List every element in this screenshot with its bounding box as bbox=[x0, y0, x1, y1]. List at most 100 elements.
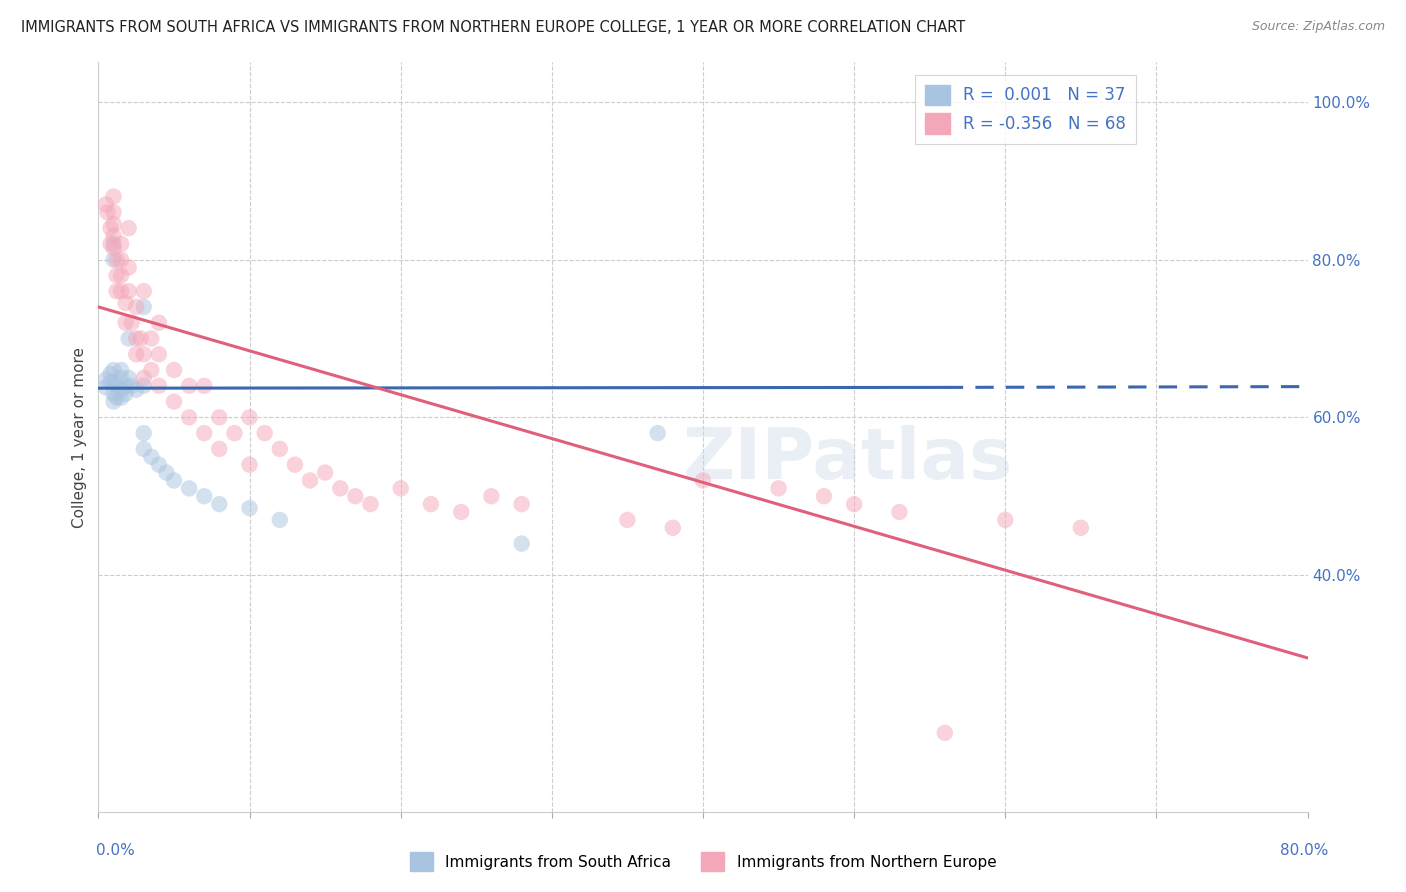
Point bbox=[163, 363, 186, 377]
Point bbox=[114, 379, 136, 393]
Point bbox=[110, 236, 132, 251]
Point bbox=[110, 284, 132, 298]
Point bbox=[269, 442, 291, 456]
Point bbox=[994, 513, 1017, 527]
Point bbox=[193, 379, 215, 393]
Point bbox=[103, 375, 125, 389]
Point bbox=[118, 221, 141, 235]
Point bbox=[114, 296, 136, 310]
Point bbox=[239, 410, 262, 425]
Text: IMMIGRANTS FROM SOUTH AFRICA VS IMMIGRANTS FROM NORTHERN EUROPE COLLEGE, 1 YEAR : IMMIGRANTS FROM SOUTH AFRICA VS IMMIGRAN… bbox=[21, 20, 966, 35]
Point bbox=[148, 379, 170, 393]
Text: 0.0%: 0.0% bbox=[96, 843, 135, 857]
Point bbox=[889, 505, 911, 519]
Point bbox=[103, 236, 125, 251]
Point bbox=[193, 489, 215, 503]
Point bbox=[103, 229, 125, 244]
Point bbox=[132, 300, 155, 314]
Point bbox=[103, 217, 125, 231]
Point bbox=[100, 221, 122, 235]
Point bbox=[105, 379, 128, 393]
Point bbox=[105, 284, 128, 298]
Point bbox=[105, 252, 128, 267]
Point bbox=[148, 347, 170, 361]
Point bbox=[132, 442, 155, 456]
Point bbox=[155, 466, 177, 480]
Point bbox=[94, 380, 117, 394]
Point bbox=[125, 300, 148, 314]
Point bbox=[284, 458, 307, 472]
Point bbox=[616, 513, 638, 527]
Point bbox=[934, 726, 956, 740]
Point bbox=[110, 383, 132, 397]
Point bbox=[132, 379, 155, 393]
Point bbox=[118, 260, 141, 275]
Text: Source: ZipAtlas.com: Source: ZipAtlas.com bbox=[1251, 20, 1385, 33]
Point bbox=[100, 375, 122, 389]
Point bbox=[179, 410, 201, 425]
Point bbox=[125, 383, 148, 397]
Point bbox=[110, 371, 132, 385]
Point bbox=[114, 386, 136, 401]
Point bbox=[103, 363, 125, 377]
Point bbox=[94, 197, 117, 211]
Point bbox=[420, 497, 443, 511]
Point bbox=[105, 391, 128, 405]
Point bbox=[132, 347, 155, 361]
Point bbox=[103, 205, 125, 219]
Point bbox=[1070, 521, 1092, 535]
Y-axis label: College, 1 year or more: College, 1 year or more bbox=[72, 347, 87, 527]
Point bbox=[118, 371, 141, 385]
Point bbox=[103, 241, 125, 255]
Point bbox=[132, 371, 155, 385]
Point bbox=[103, 394, 125, 409]
Point bbox=[314, 466, 336, 480]
Point bbox=[450, 505, 472, 519]
Point bbox=[148, 316, 170, 330]
Point bbox=[141, 363, 163, 377]
Point bbox=[110, 252, 132, 267]
Point bbox=[239, 501, 262, 516]
Point bbox=[481, 489, 503, 503]
Point bbox=[647, 426, 669, 441]
Point bbox=[100, 367, 122, 381]
Point bbox=[94, 372, 117, 386]
Point bbox=[208, 442, 231, 456]
Point bbox=[118, 284, 141, 298]
Point bbox=[96, 205, 118, 219]
Point bbox=[114, 316, 136, 330]
Point bbox=[193, 426, 215, 441]
Point bbox=[179, 481, 201, 495]
Point bbox=[239, 458, 262, 472]
Point bbox=[224, 426, 246, 441]
Point bbox=[121, 316, 143, 330]
Point bbox=[105, 268, 128, 283]
Point bbox=[389, 481, 412, 495]
Text: ZIPatlas: ZIPatlas bbox=[683, 425, 1014, 494]
Point bbox=[510, 497, 533, 511]
Point bbox=[768, 481, 790, 495]
Legend: R =  0.001   N = 37, R = -0.356   N = 68: R = 0.001 N = 37, R = -0.356 N = 68 bbox=[915, 75, 1136, 144]
Text: 80.0%: 80.0% bbox=[1281, 843, 1329, 857]
Point bbox=[103, 386, 125, 401]
Point bbox=[110, 268, 132, 283]
Point bbox=[118, 331, 141, 345]
Point bbox=[125, 347, 148, 361]
Point bbox=[141, 450, 163, 464]
Point bbox=[360, 497, 382, 511]
Point bbox=[163, 394, 186, 409]
Point bbox=[269, 513, 291, 527]
Point bbox=[344, 489, 367, 503]
Point bbox=[103, 189, 125, 203]
Point bbox=[692, 474, 714, 488]
Point bbox=[100, 236, 122, 251]
Point bbox=[510, 536, 533, 550]
Point bbox=[132, 426, 155, 441]
Point bbox=[299, 474, 322, 488]
Point bbox=[121, 379, 143, 393]
Point bbox=[125, 331, 148, 345]
Point bbox=[141, 331, 163, 345]
Point bbox=[813, 489, 835, 503]
Point bbox=[110, 363, 132, 377]
Point bbox=[329, 481, 352, 495]
